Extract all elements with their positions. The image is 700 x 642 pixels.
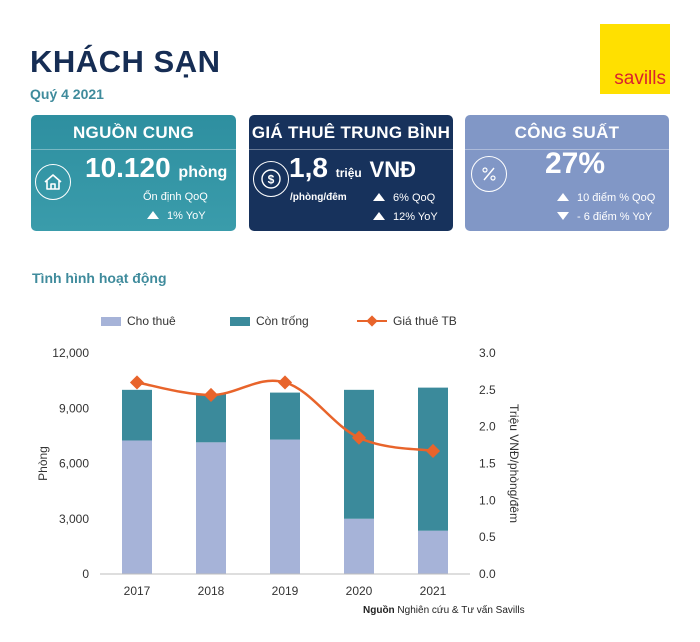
y-tick-label: 3,000 [59, 512, 89, 526]
y-tick-label: 0 [82, 567, 89, 581]
x-tick-label: 2021 [420, 584, 447, 598]
up-arrow-icon [557, 193, 569, 201]
bar-occupied [418, 530, 448, 574]
rent-unit: VNĐ [369, 157, 416, 182]
house-icon [35, 164, 71, 200]
y-tick-label: 9,000 [59, 401, 89, 415]
bar-occupied [196, 442, 226, 574]
x-tick-label: 2017 [124, 584, 151, 598]
y2-tick-label: 3.0 [479, 346, 496, 360]
source-label: Nguồn [363, 605, 395, 616]
bar-vacant [418, 387, 448, 531]
up-arrow-icon [373, 212, 385, 220]
price-point [203, 387, 219, 403]
source-note: Nguồn Nghiên cứu & Tư vấn Savills [363, 605, 525, 616]
occupancy-yoy-row: - 6 điểm % YoY [557, 211, 652, 223]
bar-occupied [270, 439, 300, 574]
rent-value: 1,8 [289, 152, 328, 183]
occupancy-value: 27% [545, 147, 606, 180]
legend-item-vacant: Còn trống [230, 314, 309, 328]
source-text: Nghiên cứu & Tư vấn Savills [394, 605, 525, 616]
rent-value-row: 1,8 triệu VNĐ [289, 152, 416, 184]
occupancy-yoy: - 6 điểm % YoY [577, 211, 653, 223]
legend-swatch-occupied [101, 316, 121, 326]
logo-text: savills [614, 68, 666, 89]
bar-vacant [270, 392, 300, 440]
price-line [136, 379, 434, 453]
y-tick-label: 12,000 [52, 346, 89, 360]
bar-vacant [122, 389, 152, 441]
price-point [129, 375, 145, 390]
dollar-coin-icon: $ [253, 161, 289, 197]
page-subtitle: Quý 4 2021 [30, 86, 104, 102]
legend-label-vacant: Còn trống [256, 314, 309, 328]
legend-label-price: Giá thuê TB [393, 314, 457, 328]
savills-logo: savills [600, 24, 670, 94]
legend-item-occupied: Cho thuê [101, 314, 176, 328]
supply-value: 10.120 [85, 152, 171, 183]
price-point [425, 443, 441, 459]
page-title: KHÁCH SẠN [30, 44, 221, 79]
price-point [277, 375, 293, 390]
bar-occupied [344, 518, 374, 574]
rent-card-title: GIÁ THUÊ TRUNG BÌNH [251, 123, 451, 142]
supply-unit: phòng [178, 164, 228, 181]
rent-unit-small: triệu [335, 166, 362, 180]
rent-per: /phòng/đêm [290, 192, 347, 203]
x-tick-label: 2018 [198, 584, 225, 598]
supply-card-title: NGUỒN CUNG [72, 123, 195, 142]
y2-tick-label: 0.5 [479, 530, 496, 544]
occupancy-card-title: CÔNG SUẤT [514, 123, 620, 142]
rent-qoq: 6% QoQ [393, 192, 436, 204]
section-title: Tình hình hoạt động [32, 270, 167, 286]
y2-tick-label: 2.5 [479, 383, 496, 397]
price-point [351, 430, 367, 445]
supply-qoq: Ổn định QoQ [143, 191, 208, 203]
y-tick-label: 6,000 [59, 457, 89, 471]
percent-icon [471, 156, 507, 192]
card-divider [249, 149, 453, 150]
legend-swatch-vacant [230, 316, 250, 326]
up-arrow-icon [373, 193, 385, 201]
x-tick-label: 2019 [272, 584, 299, 598]
legend-swatch-price [357, 315, 387, 327]
legend-label-occupied: Cho thuê [127, 314, 176, 328]
legend-item-price: Giá thuê TB [357, 314, 457, 328]
y-axis-title: Phòng [36, 446, 50, 481]
supply-yoy-row: 1% YoY [147, 210, 206, 222]
chart-legend: Cho thuê Còn trống Giá thuê TB [0, 314, 700, 332]
down-arrow-icon [557, 212, 569, 220]
supply-value-row: 10.120 phòng [85, 152, 227, 184]
y2-axis-title: Triệu VNĐ/phòng/đêm [507, 404, 521, 523]
card-divider [465, 149, 669, 150]
rent-yoy: 12% YoY [393, 211, 438, 223]
y2-tick-label: 0.0 [479, 567, 496, 581]
supply-yoy: 1% YoY [167, 210, 206, 222]
occupancy-card: CÔNG SUẤT 27% 10 điểm % QoQ - 6 điểm % Y… [465, 115, 669, 231]
y2-tick-label: 1.0 [479, 493, 496, 507]
svg-text:$: $ [268, 173, 275, 187]
y2-tick-label: 1.5 [479, 457, 496, 471]
rent-yoy-row: 12% YoY [373, 211, 438, 223]
bar-vacant [196, 393, 226, 443]
bar-occupied [122, 440, 152, 574]
occupancy-qoq-row: 10 điểm % QoQ [557, 192, 655, 204]
rent-qoq-row: 6% QoQ [373, 192, 435, 204]
up-arrow-icon [147, 211, 159, 219]
supply-card: NGUỒN CUNG 10.120 phòng Ổn định QoQ 1% Y… [31, 115, 236, 231]
rent-card: GIÁ THUÊ TRUNG BÌNH $ 1,8 triệu VNĐ /phò… [249, 115, 453, 231]
bar-vacant [344, 389, 374, 519]
card-divider [31, 149, 236, 150]
occupancy-qoq: 10 điểm % QoQ [577, 192, 656, 204]
x-tick-label: 2020 [346, 584, 373, 598]
y2-tick-label: 2.0 [479, 420, 496, 434]
